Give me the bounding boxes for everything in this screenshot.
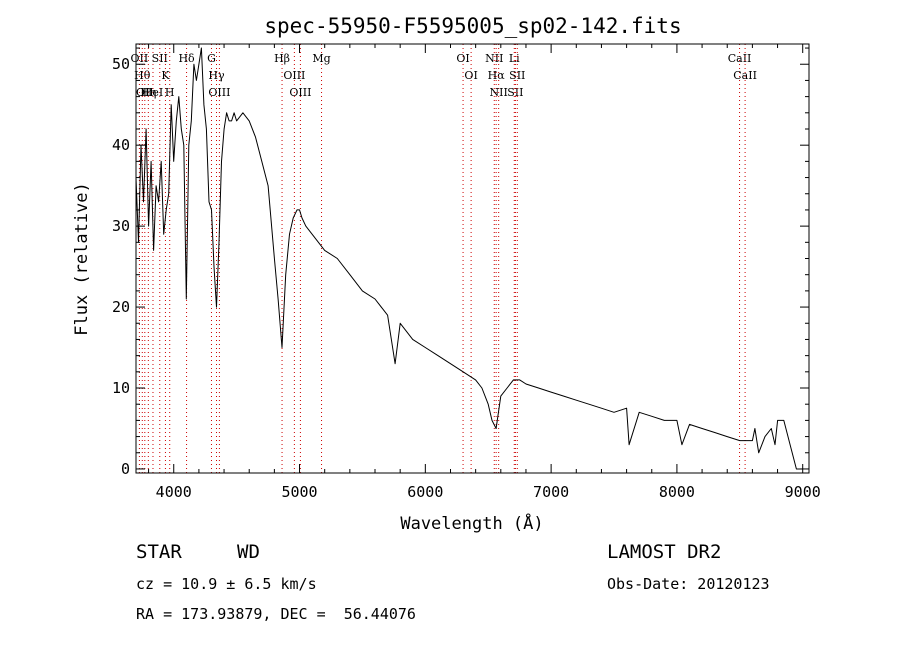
line-marker-label: Mg	[312, 52, 330, 65]
line-marker-label: OI	[456, 52, 469, 65]
y-tick-label: 10	[112, 379, 130, 397]
plot-frame	[135, 43, 810, 474]
spectrum-series	[135, 47, 803, 470]
line-marker-label: SII	[152, 52, 168, 65]
x-tick-label: 7000	[533, 483, 569, 501]
y-tick-label: 40	[112, 136, 130, 154]
line-marker-label: Hβ	[274, 52, 290, 65]
coordinates-readout: RA = 173.93879, DEC = 56.44076	[136, 605, 416, 623]
line-marker-label: G	[207, 52, 216, 65]
y-tick-label: 20	[112, 298, 130, 316]
line-marker-label: Hη	[140, 86, 156, 99]
y-tick-label: 0	[121, 460, 130, 478]
line-marker-label: OIII	[208, 86, 230, 99]
line-marker-label: Hθ	[134, 69, 151, 82]
x-tick-label: 4000	[156, 483, 192, 501]
y-tick-label: 50	[112, 55, 130, 73]
x-tick-label: 6000	[407, 483, 443, 501]
x-tick-label: 8000	[659, 483, 695, 501]
line-marker-label: Hγ	[208, 69, 225, 82]
line-marker-label: K	[161, 69, 170, 82]
line-marker-label: OII	[131, 52, 149, 65]
y-tick-label: 30	[112, 217, 130, 235]
x-tick-label: 5000	[281, 483, 317, 501]
line-marker-label: Hδ	[178, 52, 195, 65]
line-marker-label: OIII	[289, 86, 311, 99]
redshift-readout: cz = 10.9 ± 6.5 km/s	[136, 575, 317, 593]
x-tick-label: 9000	[785, 483, 821, 501]
observation-date: Obs-Date: 20120123	[607, 575, 770, 593]
line-marker-label: HeI	[143, 86, 163, 99]
chart-title: spec-55950-F5595005_sp02-142.fits	[264, 14, 681, 38]
axis-ticks: 4000 5000 6000 7000 8000 9000 0 10 20 30 40 50	[112, 44, 821, 501]
line-marker-label: Li	[509, 52, 520, 65]
spectrum-line	[135, 47, 803, 470]
x-axis-label: Wavelength (Å)	[400, 512, 543, 534]
line-marker-label: SII	[507, 86, 523, 99]
line-marker-label: CaII	[728, 52, 752, 65]
line-marker-label: CaII	[733, 69, 757, 82]
line-marker-label: Hα	[488, 69, 506, 82]
line-marker-label: NII	[485, 52, 503, 65]
line-marker-label: H	[165, 86, 175, 99]
line-marker-label: NII	[490, 86, 508, 99]
line-marker-label: OIII	[283, 69, 305, 82]
line-marker-label: OI	[464, 69, 477, 82]
object-class: STAR	[136, 541, 182, 563]
survey-name: LAMOST DR2	[607, 541, 722, 563]
line-marker-label: SII	[509, 69, 525, 82]
object-subclass: WD	[237, 541, 260, 563]
line-marker-label: OII	[136, 86, 154, 99]
y-axis-label: Flux (relative)	[72, 182, 92, 336]
